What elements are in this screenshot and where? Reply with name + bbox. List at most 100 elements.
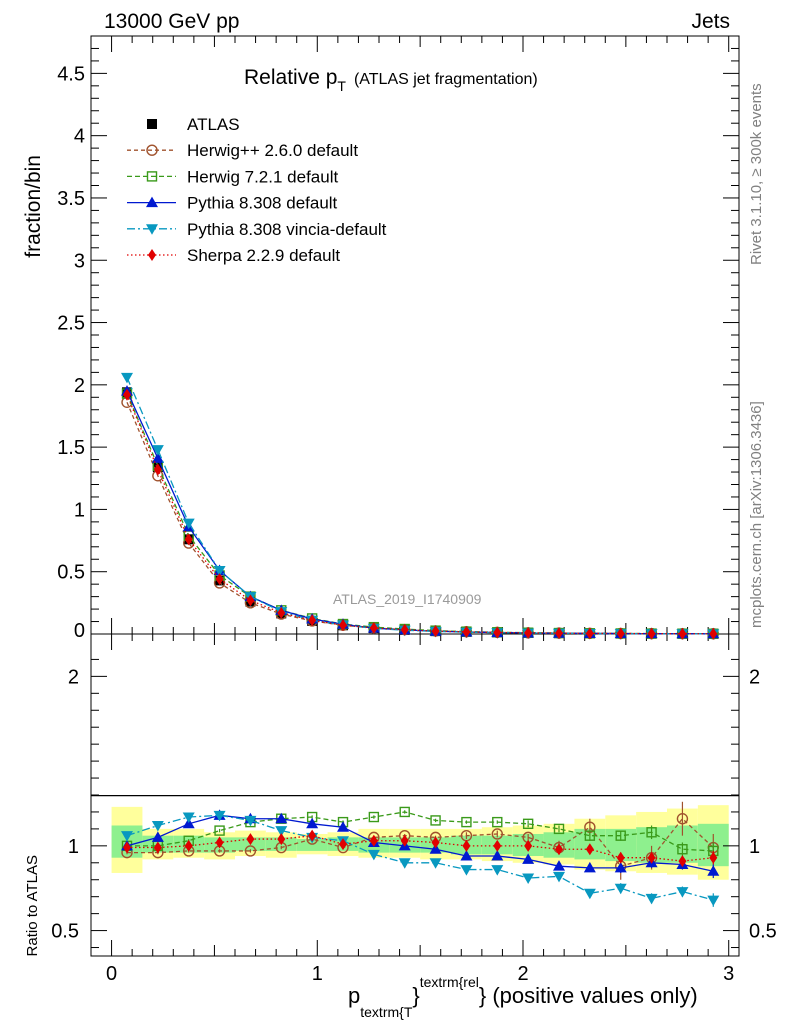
side-label-mcplots: mcplots.cern.ch [arXiv:1306.3436] bbox=[748, 401, 765, 628]
ratio-point-sherpa bbox=[277, 833, 286, 846]
plot-title: Relative pT (ATLAS jet fragmentation) bbox=[244, 66, 538, 94]
ratio-point-vincia bbox=[244, 815, 257, 827]
legend-label-herwig7: Herwig 7.2.1 default bbox=[187, 167, 338, 186]
point-vincia bbox=[182, 518, 195, 530]
legend-marker-herwigpp bbox=[146, 144, 158, 156]
point-sherpa bbox=[709, 627, 718, 640]
point-vincia bbox=[121, 372, 133, 384]
ratio-point-sherpa bbox=[616, 851, 625, 864]
legend-label-atlas: ATLAS bbox=[187, 115, 240, 134]
point-sherpa bbox=[647, 627, 656, 640]
y-tick-label-top: 1 bbox=[74, 499, 85, 521]
point-sherpa bbox=[400, 623, 409, 636]
legend-marker-atlas bbox=[147, 119, 157, 129]
ratio-point-vincia bbox=[614, 883, 627, 895]
x-title-sup: textrm{rel bbox=[420, 974, 479, 990]
analysis-watermark: ATLAS_2019_I1740909 bbox=[333, 591, 482, 607]
ratio-point-pythia bbox=[306, 817, 319, 829]
ratio-point-pythia bbox=[583, 861, 596, 873]
y-tick-label-top: 4 bbox=[74, 126, 85, 148]
y-tick-label-bottom: 2 bbox=[68, 666, 79, 688]
x-tick-label: 2 bbox=[517, 963, 528, 985]
legend-marker-vincia bbox=[146, 224, 158, 235]
ratio-point-herwig7 bbox=[615, 830, 626, 841]
y-tick-label-bottom: 1 bbox=[68, 836, 79, 858]
ratio-point-pythia bbox=[522, 853, 535, 864]
ratio-point-herwig7 bbox=[430, 815, 441, 826]
x-tick-label: 0 bbox=[106, 963, 117, 985]
ratio-point-sherpa bbox=[339, 838, 347, 851]
x-title-brace: } bbox=[412, 983, 419, 1008]
ratio-point-pythia bbox=[275, 812, 288, 824]
x-title-sub: textrm{T bbox=[360, 1004, 413, 1020]
legend-marker-herwig7 bbox=[146, 171, 158, 182]
ratio-point-pythia bbox=[182, 817, 195, 829]
ratio-point-vincia bbox=[151, 821, 164, 832]
ratio-point-vincia bbox=[367, 849, 380, 861]
ratio-point-sherpa bbox=[462, 839, 471, 852]
ratio-point-vincia bbox=[645, 893, 658, 905]
plot-title-paren: (ATLAS jet fragmentation) bbox=[354, 71, 538, 88]
y-tick-label-top: 3 bbox=[74, 250, 85, 272]
point-sherpa bbox=[246, 594, 255, 607]
ratio-point-sherpa bbox=[184, 839, 193, 852]
ratio-point-vincia bbox=[460, 865, 473, 876]
ratio-point-herwig7 bbox=[553, 823, 565, 835]
ratio-point-pythia bbox=[707, 865, 720, 876]
ratio-point-sherpa bbox=[246, 833, 255, 846]
ratio-point-herwigpp bbox=[676, 813, 689, 825]
point-sherpa bbox=[369, 622, 378, 635]
legend-label-herwigpp: Herwig++ 2.6.0 default bbox=[187, 141, 358, 160]
point-sherpa bbox=[585, 627, 594, 640]
plot-title-sub: T bbox=[337, 78, 346, 94]
side-label-rivet: Rivet 3.1.10, ≥ 300k events bbox=[748, 83, 765, 265]
point-sherpa bbox=[339, 619, 347, 632]
plot-title-main: Relative p bbox=[244, 66, 337, 89]
ratio-line-vincia bbox=[126, 814, 714, 901]
point-sherpa bbox=[215, 573, 224, 586]
ratio-point-herwig7 bbox=[461, 816, 472, 828]
ratio-point-herwig7 bbox=[522, 818, 534, 830]
ratio-point-vincia bbox=[213, 810, 226, 822]
point-vincia bbox=[213, 565, 226, 577]
ratio-point-pythia bbox=[151, 831, 164, 842]
point-sherpa bbox=[524, 626, 533, 639]
ratio-series-layer bbox=[121, 801, 720, 907]
ratio-point-sherpa bbox=[493, 839, 502, 852]
ratio-point-vincia bbox=[522, 873, 535, 885]
point-sherpa bbox=[123, 388, 131, 401]
ratio-point-pythia bbox=[491, 850, 504, 861]
ratio-point-sherpa bbox=[123, 841, 131, 854]
y-tick-label-top: 4.5 bbox=[57, 63, 85, 85]
ratio-point-sherpa bbox=[153, 841, 162, 854]
point-sherpa bbox=[616, 627, 625, 640]
legend-label-vincia: Pythia 8.308 vincia-default bbox=[187, 220, 387, 239]
ratio-point-pythia bbox=[614, 861, 627, 873]
y-axis-title-top: fraction/bin bbox=[22, 155, 45, 258]
point-sherpa bbox=[431, 625, 440, 638]
ratio-point-sherpa bbox=[369, 834, 378, 847]
ratio-point-herwig7 bbox=[368, 811, 380, 823]
legend-label-pythia: Pythia 8.308 default bbox=[187, 194, 338, 213]
ratio-point-herwig7 bbox=[584, 830, 596, 841]
header-right: Jets bbox=[691, 10, 730, 33]
x-tick-label: 1 bbox=[312, 963, 323, 985]
ratio-point-vincia bbox=[429, 858, 442, 869]
point-sherpa bbox=[153, 463, 162, 476]
top-series-layer bbox=[121, 372, 720, 640]
x-axis-title: ptextrm{T}textrm{rel} (positive values o… bbox=[348, 974, 698, 1020]
ratio-point-herwig7 bbox=[677, 844, 688, 855]
legend-marker-pythia bbox=[146, 196, 158, 208]
point-vincia bbox=[151, 445, 164, 456]
legend-marker-sherpa bbox=[148, 249, 156, 261]
ratio-point-sherpa bbox=[308, 829, 317, 842]
y-tick-label-top: 2.5 bbox=[57, 313, 85, 335]
point-sherpa bbox=[678, 627, 687, 640]
ratio-point-herwigpp bbox=[244, 845, 257, 857]
ratio-point-sherpa bbox=[524, 839, 533, 852]
y-tick-label-bottom: 0.5 bbox=[51, 921, 79, 943]
ratio-point-herwig7 bbox=[646, 827, 657, 838]
y-tick-label-top: 3.5 bbox=[57, 188, 85, 210]
ratio-point-sherpa bbox=[431, 836, 440, 849]
ratio-point-pythia bbox=[429, 843, 442, 854]
